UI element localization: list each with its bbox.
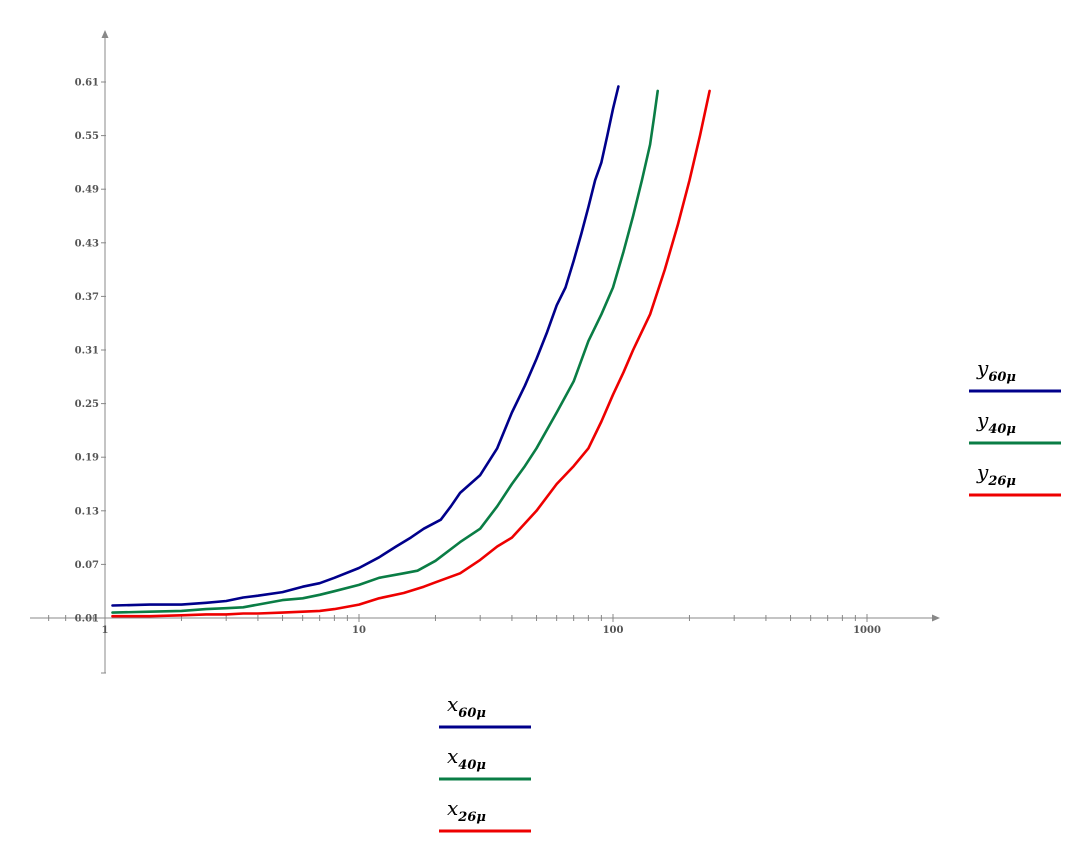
legend-var: y xyxy=(976,356,989,380)
legend-subscript: 40μ xyxy=(458,758,486,773)
x-tick-label: 10 xyxy=(352,625,366,636)
y-axis-ticks: 0.01 0.07 0.13 0.19 0.25 0.31 0.37 0.43 0.49 0.55… xyxy=(75,78,106,625)
series-line-40 xyxy=(111,89,660,614)
legend-var: y xyxy=(976,460,989,484)
legend-label: x60μ xyxy=(447,692,486,721)
x-tick-label: 1000 xyxy=(853,625,881,636)
series-lines xyxy=(111,85,711,618)
legend-subscript: 26μ xyxy=(457,810,486,825)
y-tick-label: 0.07 xyxy=(75,560,99,571)
x-tick-label: 1 xyxy=(102,625,109,636)
series-line-26 xyxy=(111,89,711,618)
legend-label: y60μ xyxy=(976,356,1016,385)
y-tick-label: 0.13 xyxy=(75,506,99,517)
y-tick-label: 0.61 xyxy=(75,78,99,89)
x-axis-arrow xyxy=(932,614,940,622)
x-axis-ticks: 1 10 100 1000 xyxy=(48,614,881,636)
legend-subscript: 26μ xyxy=(987,474,1016,489)
series-line-60 xyxy=(111,85,620,607)
legend-subscript: 60μ xyxy=(458,706,486,721)
legend-subscript: 40μ xyxy=(988,422,1016,437)
y-tick-label: 0.49 xyxy=(75,185,99,196)
axes xyxy=(30,30,940,674)
legend-var: x xyxy=(447,692,458,716)
y-tick-label: 0.31 xyxy=(75,346,99,357)
legend-label: x26μ xyxy=(447,796,486,825)
legend-label: x40μ xyxy=(447,744,486,773)
legend-subscript: 60μ xyxy=(988,370,1016,385)
legend-var: x xyxy=(447,796,458,820)
y-tick-label: 0.19 xyxy=(75,453,99,464)
y-axis-arrow xyxy=(101,30,109,38)
y-tick-label: 0.43 xyxy=(75,238,99,249)
y-tick-label: 0.25 xyxy=(75,399,99,410)
y-tick-label: 0.55 xyxy=(75,131,99,142)
x-tick-label: 100 xyxy=(603,625,624,636)
legend-var: y xyxy=(976,408,989,432)
legend-label: y40μ xyxy=(976,408,1016,437)
legend-label: y26μ xyxy=(976,460,1016,489)
y-tick-label: 0.01 xyxy=(75,614,99,625)
y-tick-label: 0.37 xyxy=(75,292,99,303)
legend-var: x xyxy=(447,744,458,768)
